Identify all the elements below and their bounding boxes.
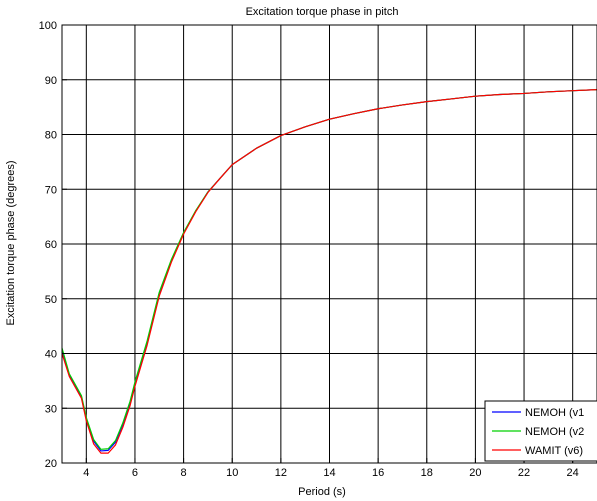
y-tick-label: 90 — [45, 75, 57, 87]
ticks: 4 6 8 10 12 14 16 18 20 22 24 20 30 40 50 60 70 80 90 100 — [39, 20, 579, 479]
y-tick-label: 50 — [45, 294, 57, 306]
y-tick-label: 60 — [45, 239, 57, 251]
x-tick-label: 8 — [181, 467, 187, 479]
y-tick-label: 40 — [45, 349, 57, 361]
x-tick-label: 20 — [469, 467, 481, 479]
series-group — [61, 89, 597, 454]
x-tick-label: 4 — [83, 467, 89, 479]
y-tick-label: 30 — [45, 403, 57, 415]
x-tick-label: 22 — [518, 467, 530, 479]
x-axis-label: Period (s) — [298, 486, 346, 498]
y-tick-label: 80 — [45, 130, 57, 142]
x-tick-label: 12 — [275, 467, 287, 479]
x-tick-label: 24 — [567, 467, 579, 479]
y-tick-label: 100 — [39, 20, 57, 32]
legend-label-1: NEMOH (v1 — [525, 407, 584, 419]
y-tick-label: 20 — [45, 458, 57, 470]
x-tick-label: 10 — [226, 467, 238, 479]
chart-title: Excitation torque phase in pitch — [246, 6, 399, 18]
legend-label-3: WAMIT (v6) — [525, 445, 583, 457]
series-line-3 — [61, 89, 597, 454]
legend: NEMOH (v1 NEMOH (v2 WAMIT (v6) — [484, 400, 597, 462]
x-tick-label: 6 — [132, 467, 138, 479]
y-tick-label: 70 — [45, 184, 57, 196]
x-tick-label: 16 — [372, 467, 384, 479]
legend-label-2: NEMOH (v2 — [525, 426, 584, 438]
x-tick-label: 14 — [323, 467, 335, 479]
y-axis-label: Excitation torque phase (degrees) — [5, 160, 17, 325]
x-tick-label: 18 — [421, 467, 433, 479]
